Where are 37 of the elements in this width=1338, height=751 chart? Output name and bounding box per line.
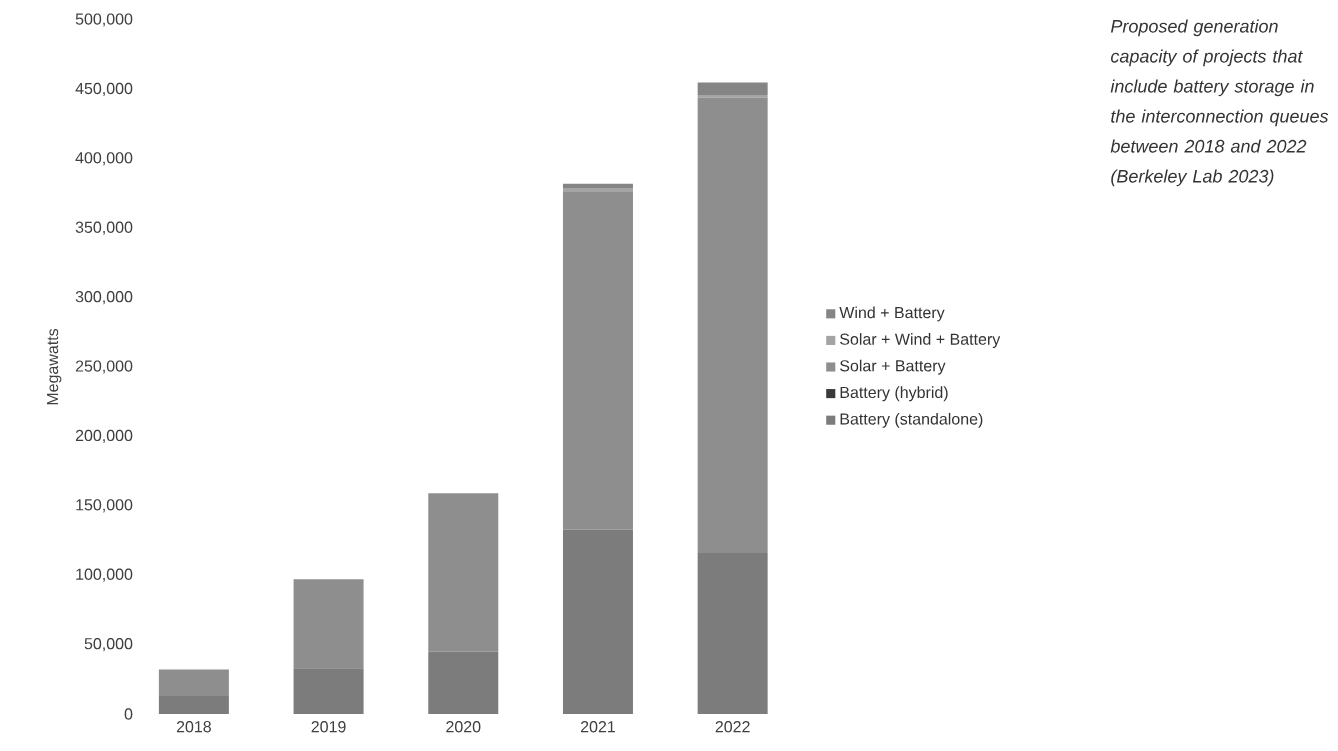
bar [562, 183, 633, 188]
legend-label: Wind + Battery [839, 306, 945, 322]
bar [697, 97, 768, 553]
bar [158, 695, 229, 714]
y-tick-label: 500,000 [75, 13, 133, 27]
bar [562, 187, 633, 193]
y-tick-label: 300,000 [75, 291, 133, 305]
y-axis-title: Megawatts [47, 328, 62, 405]
y-tick-label: 0 [124, 708, 133, 720]
legend-label: Solar + Wind + Battery [840, 333, 1001, 349]
bar [562, 192, 633, 530]
bar [428, 651, 499, 714]
bar [697, 552, 768, 714]
bar [158, 669, 229, 696]
bar [293, 668, 364, 714]
legend-label: Solar + Battery [840, 359, 946, 375]
bar [562, 529, 633, 714]
bar [697, 82, 768, 95]
bar [293, 579, 364, 669]
y-tick-label: 450,000 [75, 82, 133, 97]
y-tick-label: 200,000 [75, 429, 133, 444]
text: Proposed generation capacity of projects that include battery storage in the interconnection queues between 2018 and 2022 (Berkeley Lab 2023) [1110, 19, 1329, 187]
y-tick-label: 150,000 [76, 499, 133, 513]
y-tick-label: 50,000 [84, 638, 133, 652]
y-tick-label: 350,000 [75, 221, 133, 235]
legend-label: Battery (hybrid) [840, 386, 948, 402]
legend-label: Battery (standalone) [840, 412, 983, 428]
x-tick-label: 2021 [580, 721, 615, 733]
y-tick-label: 100,000 [76, 568, 133, 582]
x-tick-label: 2020 [446, 721, 481, 733]
bar [697, 94, 768, 98]
y-tick-label: 250,000 [75, 360, 133, 374]
y-tick-label: 400,000 [75, 152, 133, 166]
x-tick-label: 2018 [176, 721, 211, 733]
x-tick-label: 2019 [311, 721, 346, 733]
bar [428, 493, 499, 652]
x-tick-label: 2022 [715, 721, 750, 733]
